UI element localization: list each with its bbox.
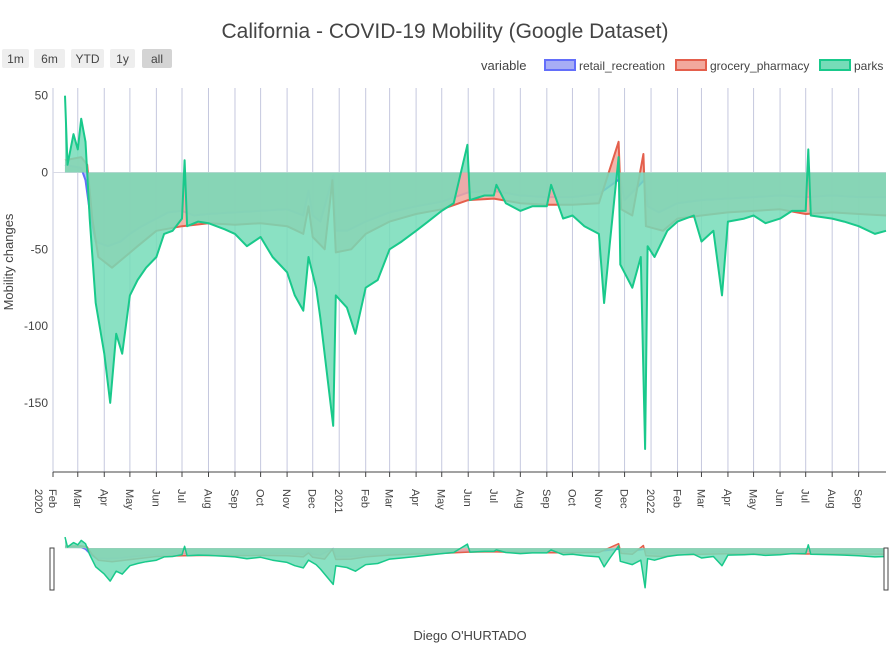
- y-axis: 50 0 -50 -100 -150: [24, 89, 48, 410]
- x-tick-label: Aug: [201, 489, 213, 509]
- x-tick-label: Jul: [487, 489, 499, 503]
- x-tick-label: 2021: [332, 489, 344, 513]
- parks-area: [64, 95, 886, 449]
- x-tick-label: Jun: [773, 489, 785, 507]
- range-slider-bg: [53, 536, 886, 591]
- parks-area-mini: [64, 537, 886, 588]
- x-tick-label: Dec: [306, 489, 318, 509]
- x-tick-label: Oct: [565, 489, 577, 506]
- range-button-bg: [2, 49, 29, 68]
- legend-label: retail_recreation: [579, 59, 665, 73]
- author-credit: Diego O'HURTADO: [413, 628, 526, 643]
- x-tick-label: Nov: [592, 489, 604, 509]
- x-tick-label: Apr: [409, 489, 421, 506]
- x-tick-label: Jul: [175, 489, 187, 503]
- range-button-label: YTD: [76, 52, 100, 66]
- legend-item-parks[interactable]: parks: [819, 59, 883, 73]
- range-button-1y[interactable]: 1y: [110, 49, 135, 68]
- range-button-YTD[interactable]: YTD: [71, 49, 104, 68]
- x-tick-label: Jun: [461, 489, 473, 507]
- y-tick-label: 0: [41, 165, 48, 179]
- legend-swatch: [819, 59, 851, 71]
- range-button-6m[interactable]: 6m: [34, 49, 65, 68]
- legend-item-grocery_pharmacy[interactable]: grocery_pharmacy: [675, 59, 809, 73]
- x-tick-label: Sep: [228, 489, 240, 509]
- x-tick-label: Aug: [513, 489, 525, 509]
- range-button-label: all: [151, 52, 163, 66]
- x-tick-label: Sep: [852, 489, 864, 509]
- chart-title: California - COVID-19 Mobility (Google D…: [222, 20, 669, 43]
- legend: variable retail_recreation grocery_pharma…: [481, 58, 883, 73]
- legend-label: parks: [854, 59, 883, 73]
- x-tick-label: May: [435, 489, 447, 510]
- x-tick-label: 2022: [644, 489, 656, 513]
- range-button-bg: [110, 49, 135, 68]
- x-tick-label: Mar: [71, 489, 83, 508]
- range-button-1m[interactable]: 1m: [2, 49, 29, 68]
- x-tick-label: Oct: [254, 489, 266, 506]
- x-tick-label: Feb: [359, 489, 371, 508]
- legend-item-retail_recreation[interactable]: retail_recreation: [544, 59, 665, 73]
- x-tick-label: May: [123, 489, 135, 510]
- legend-title: variable: [481, 58, 527, 73]
- x-tick-label: May: [747, 489, 759, 510]
- range-button-bg: [142, 49, 172, 68]
- range-button-bg: [71, 49, 104, 68]
- range-button-label: 1m: [7, 52, 24, 66]
- x-tick-label: Mar: [383, 489, 395, 508]
- x-tick-label: Apr: [721, 489, 733, 506]
- y-tick-label: -50: [31, 242, 49, 256]
- x-tick-label: Nov: [280, 489, 292, 509]
- parks-line-mini: [64, 536, 887, 589]
- y-axis-label: Mobility changes: [1, 213, 16, 310]
- range-slider-handle-right[interactable]: [883, 547, 889, 591]
- range-slider-handle-left[interactable]: [49, 547, 55, 591]
- x-tick-label: Dec: [618, 489, 630, 509]
- range-button-label: 1y: [116, 52, 129, 66]
- x-tick-label: Aug: [825, 489, 837, 509]
- y-tick-label: 50: [35, 89, 49, 103]
- x-tick-label: Apr: [97, 489, 109, 506]
- y-tick-label: -100: [24, 319, 48, 333]
- x-tick-label: Mar: [694, 489, 706, 508]
- x-tick-label: Sep: [540, 489, 552, 509]
- legend-swatch: [544, 59, 576, 71]
- range-slider[interactable]: [49, 536, 889, 591]
- legend-label: grocery_pharmacy: [710, 59, 809, 73]
- x-tick-label: Jun: [149, 489, 161, 507]
- x-tick-year-label: 2020: [32, 489, 44, 513]
- range-button-label: 6m: [41, 52, 58, 66]
- x-tick-label: Feb: [46, 489, 58, 508]
- range-button-bg: [34, 49, 65, 68]
- legend-swatch: [675, 59, 707, 71]
- x-tick-label: Feb: [671, 489, 683, 508]
- range-selector: 1m 6m YTD 1y all: [2, 49, 172, 68]
- parks-line: [64, 95, 887, 450]
- x-tick-label: Jul: [799, 489, 811, 503]
- plot-area[interactable]: [52, 88, 887, 472]
- y-tick-label: -150: [24, 396, 48, 410]
- range-button-all[interactable]: all: [142, 49, 172, 68]
